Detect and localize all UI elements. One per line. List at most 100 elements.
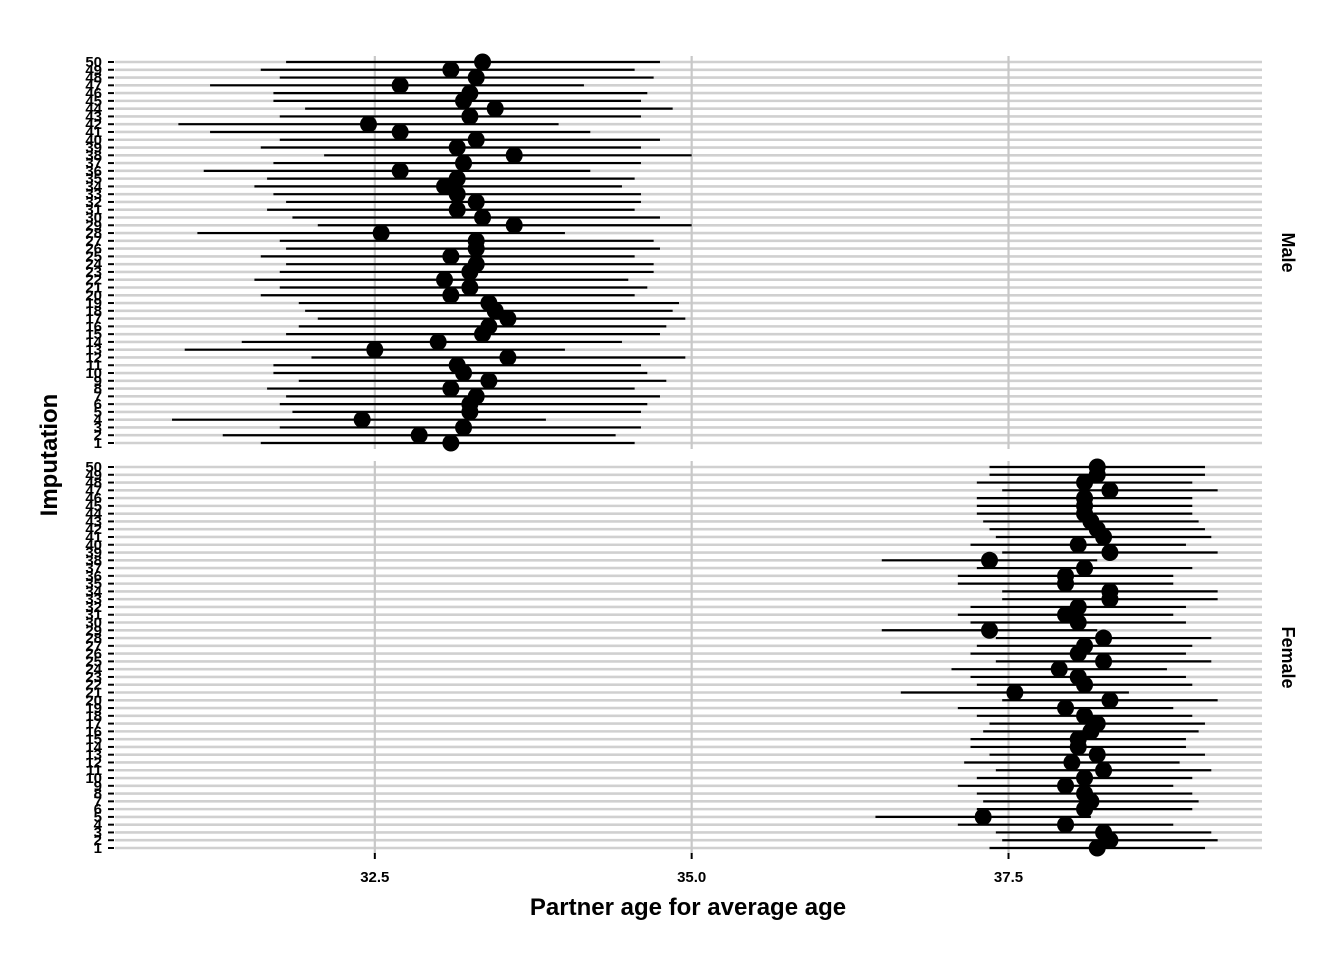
estimate-point <box>455 154 473 172</box>
estimate-point <box>448 139 466 157</box>
y-tick-label: 5 <box>94 809 102 826</box>
estimate-point <box>448 170 466 188</box>
estimate-point <box>448 201 466 219</box>
y-tick-label: 39 <box>85 140 102 157</box>
y-tick-label: 31 <box>85 202 102 219</box>
estimate-point <box>486 100 504 118</box>
y-tick-label: 24 <box>85 256 102 273</box>
y-tick-label: 16 <box>85 723 102 740</box>
estimate-point <box>366 341 384 359</box>
x-axis-title: Partner age for average age <box>530 894 846 921</box>
y-tick-label: 44 <box>85 506 102 523</box>
y-tick-label: 22 <box>85 272 102 289</box>
y-tick-labels: 1234567891011121314151617181920212223242… <box>85 54 102 857</box>
y-tick-label: 13 <box>85 747 102 764</box>
estimate-point <box>1069 598 1087 616</box>
y-tick-label: 3 <box>94 419 102 436</box>
y-tick-label: 44 <box>85 101 102 118</box>
estimate-point <box>1088 715 1106 733</box>
y-tick-label: 40 <box>85 537 102 554</box>
y-tick-label: 21 <box>85 279 102 296</box>
y-tick-label: 8 <box>94 381 102 398</box>
estimate-point <box>442 61 460 79</box>
estimate-point <box>410 426 428 444</box>
y-tick-label: 37 <box>85 560 102 577</box>
estimate-point <box>480 372 498 390</box>
estimate-point <box>442 286 460 304</box>
y-tick-label: 42 <box>85 116 102 133</box>
y-tick-label: 39 <box>85 545 102 562</box>
x-tick-labels: 32.5 35.0 37.5 <box>360 853 1023 886</box>
estimate-point <box>1006 683 1024 701</box>
y-tick-label: 45 <box>85 498 102 515</box>
y-tick-label: 41 <box>85 529 102 546</box>
estimate-point <box>448 356 466 374</box>
estimate-point <box>499 310 517 328</box>
estimate-point <box>1076 785 1094 803</box>
y-tick-label: 30 <box>85 210 102 227</box>
estimate-point <box>1076 559 1094 577</box>
y-tick-label: 24 <box>85 661 102 678</box>
y-tick-label: 16 <box>85 318 102 335</box>
y-tick-label: 48 <box>85 70 102 87</box>
y-tick-label: 17 <box>85 716 102 733</box>
estimate-point <box>480 294 498 312</box>
y-tick-label: 6 <box>94 396 102 413</box>
y-tick-label: 36 <box>85 163 102 180</box>
estimate-point <box>359 115 377 133</box>
estimate-point <box>353 411 371 429</box>
estimate-point <box>1088 839 1106 857</box>
y-tick-label: 11 <box>86 762 102 779</box>
x-tick-label: 32.5 <box>360 869 389 886</box>
estimate-point <box>372 224 390 242</box>
estimate-point <box>505 146 523 164</box>
estimate-point <box>1076 769 1094 787</box>
estimate-point <box>1069 536 1087 554</box>
y-tick-label: 11 <box>86 357 102 374</box>
y-tick-label: 41 <box>85 124 102 141</box>
y-tick-label: 27 <box>85 233 102 250</box>
estimate-point <box>1095 629 1113 647</box>
estimate-point <box>1076 489 1094 507</box>
estimate-point <box>467 69 485 87</box>
y-tick-label: 33 <box>85 186 102 203</box>
estimate-point <box>1076 707 1094 725</box>
y-tick-label: 50 <box>85 54 102 71</box>
estimate-point <box>499 348 517 366</box>
estimate-point <box>1063 753 1081 771</box>
y-tick-label: 32 <box>85 194 102 211</box>
y-tick-label: 50 <box>85 459 102 476</box>
estimate-point <box>1057 606 1075 624</box>
y-tick-label: 38 <box>85 147 102 164</box>
y-tick-label: 35 <box>85 171 102 188</box>
y-tick-label: 9 <box>94 373 102 390</box>
y-tick-label: 22 <box>85 677 102 694</box>
y-tick-label: 42 <box>85 521 102 538</box>
y-tick-label: 14 <box>85 334 102 351</box>
y-tick-label: 36 <box>85 568 102 585</box>
estimate-point <box>461 84 479 102</box>
facet-label: Male <box>1278 232 1298 272</box>
estimate-point <box>981 621 999 639</box>
estimate-point <box>467 255 485 273</box>
y-tick-label: 29 <box>85 622 102 639</box>
estimate-point <box>1076 637 1094 655</box>
y-tick-label: 33 <box>85 591 102 608</box>
y-tick-label: 47 <box>85 482 102 499</box>
marks-layer <box>172 53 1218 857</box>
y-tick-label: 19 <box>85 700 102 717</box>
y-tick-label: 45 <box>85 93 102 110</box>
y-tick-label: 15 <box>85 731 102 748</box>
estimate-point <box>1069 614 1087 632</box>
estimate-point <box>474 209 492 227</box>
y-tick-label: 35 <box>85 576 102 593</box>
y-tick-label: 10 <box>85 365 102 382</box>
y-tick-label: 34 <box>85 583 102 600</box>
y-tick-label: 12 <box>85 349 102 366</box>
estimate-point <box>1088 458 1106 476</box>
y-tick-label: 26 <box>85 646 102 663</box>
y-tick-label: 23 <box>85 264 102 281</box>
y-tick-label: 32 <box>85 599 102 616</box>
y-tick-label: 46 <box>85 490 102 507</box>
